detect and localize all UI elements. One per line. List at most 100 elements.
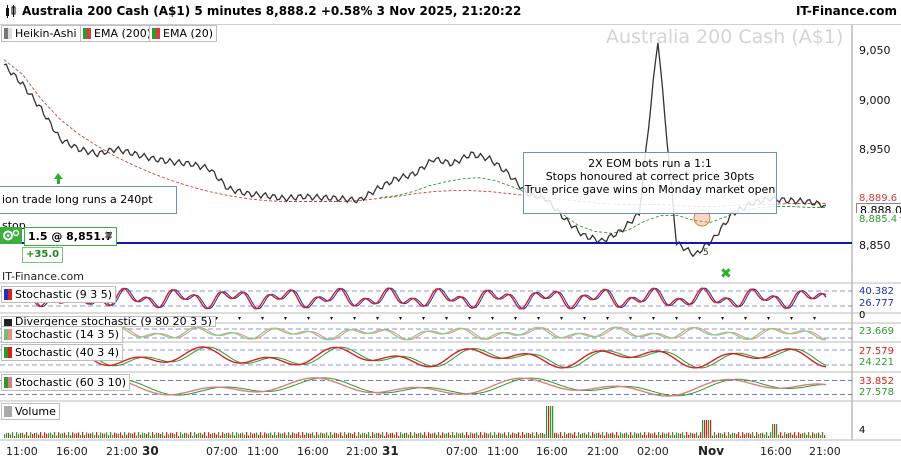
volume-bar	[350, 433, 352, 438]
legend-heikin-ashi[interactable]: Heikin-Ashi	[1, 25, 81, 42]
volume-bar	[634, 432, 636, 438]
left-annotation[interactable]: ion trade long runs a 240pt stop	[0, 186, 177, 232]
volume-bar	[772, 424, 774, 438]
volume-bar	[494, 432, 496, 438]
volume-bar	[708, 420, 710, 438]
gear-icon[interactable]	[0, 227, 22, 244]
volume-bar	[648, 432, 650, 438]
legend-ema-200[interactable]: EMA (200)	[80, 25, 156, 42]
divergence-marker	[468, 317, 471, 320]
volume-bar	[198, 432, 200, 438]
volume-bar	[424, 432, 426, 438]
volume-bar	[118, 433, 120, 438]
volume-bar	[644, 432, 646, 438]
volume-bar	[800, 433, 802, 438]
volume-bar	[326, 432, 328, 438]
volume-bar	[440, 435, 442, 438]
volume-bar	[132, 433, 134, 438]
volume-bar	[126, 434, 128, 438]
divergence-marker	[583, 317, 586, 320]
volume-bar	[518, 432, 520, 438]
volume-bar	[376, 432, 378, 438]
divergence-icon	[4, 319, 12, 326]
volume-bar	[600, 434, 602, 438]
ema-200-icon	[83, 28, 91, 39]
stochastic-14-main	[3, 326, 826, 341]
volume-bar	[246, 432, 248, 438]
divergence-marker	[445, 317, 448, 320]
volume-bar	[492, 435, 494, 438]
volume-bar	[212, 433, 214, 438]
volume-bar	[528, 433, 530, 438]
legend-ema-20[interactable]: EMA (20)	[149, 25, 218, 42]
volume-label[interactable]: Volume	[1, 403, 60, 420]
volume-bar	[588, 432, 590, 438]
stochastic-40-main	[3, 346, 827, 369]
volume-bar	[620, 432, 622, 438]
divergence-marker	[261, 317, 264, 320]
divergence-marker	[560, 317, 563, 320]
time-tick: 21:00	[106, 445, 138, 458]
volume-bar	[110, 432, 112, 438]
volume-bar	[686, 432, 688, 438]
volume-bar	[820, 434, 822, 438]
volume-bar	[558, 434, 560, 438]
volume-bar	[362, 432, 364, 438]
stochastic-60-3-10-label[interactable]: Stochastic (60 3 10)	[1, 374, 130, 391]
volume-bar	[584, 432, 586, 438]
volume-bar	[100, 432, 102, 438]
volume-bar	[484, 432, 486, 438]
volume-bar	[68, 432, 70, 438]
volume-bar	[60, 433, 62, 438]
right-annotation[interactable]: 2X EOM bots run a 1:1 Stops honoured at …	[523, 152, 777, 214]
volume-bar	[434, 432, 436, 438]
volume-bar	[202, 434, 204, 438]
stochastic-40-3-4-label[interactable]: Stochastic (40 3 4)	[1, 344, 124, 361]
volume-bar	[232, 432, 234, 438]
volume-bar	[294, 433, 296, 438]
watermark: Australia 200 Cash (A$1)	[606, 26, 844, 48]
volume-bar	[174, 434, 176, 438]
svg-text:✖: ✖	[720, 266, 732, 282]
chart-type-icon[interactable]	[5, 5, 16, 18]
stochastic-14-3-5-label[interactable]: Stochastic (14 3 5)	[1, 326, 124, 343]
volume-bar	[166, 432, 168, 438]
volume-bar	[418, 433, 420, 438]
volume-bar	[556, 432, 558, 438]
volume-bar	[538, 434, 540, 438]
indicator-value: 24.221	[859, 357, 894, 368]
volume-bar	[324, 433, 326, 438]
volume-bar	[358, 432, 360, 438]
volume-bar	[192, 435, 194, 438]
volume-bar	[560, 432, 562, 438]
stochastic-9-3-5-label[interactable]: Stochastic (9 3 5)	[1, 286, 117, 303]
volume-bar	[32, 433, 34, 438]
volume-bar	[394, 434, 396, 438]
volume-bar	[500, 433, 502, 438]
volume-bar	[448, 432, 450, 438]
volume-bar	[182, 434, 184, 438]
close-position-icon[interactable]: ✖	[103, 229, 114, 242]
brand-label[interactable]: IT-Finance.com	[795, 4, 897, 18]
volume-bar	[136, 435, 138, 438]
volume-bar	[432, 433, 434, 438]
volume-bar	[352, 434, 354, 438]
volume-bar	[112, 434, 114, 438]
volume-bar	[742, 432, 744, 438]
heikin-ashi-series	[3, 42, 827, 258]
volume-bar	[98, 435, 100, 438]
volume-bar	[760, 432, 762, 438]
price-tick: 9,050	[859, 44, 891, 57]
volume-bar	[412, 435, 414, 438]
volume-bar	[304, 434, 306, 438]
price-tick: 8,850	[859, 239, 891, 252]
ema-20-price-tag: 8,885.4	[856, 213, 900, 226]
volume-bar	[550, 406, 552, 438]
volume-bar	[426, 435, 428, 438]
volume-bar	[594, 433, 596, 438]
volume-bar	[86, 432, 88, 438]
indicator-value: 27.578	[859, 387, 894, 398]
volume-bar	[280, 433, 282, 438]
indicator-value: 4	[859, 425, 866, 436]
